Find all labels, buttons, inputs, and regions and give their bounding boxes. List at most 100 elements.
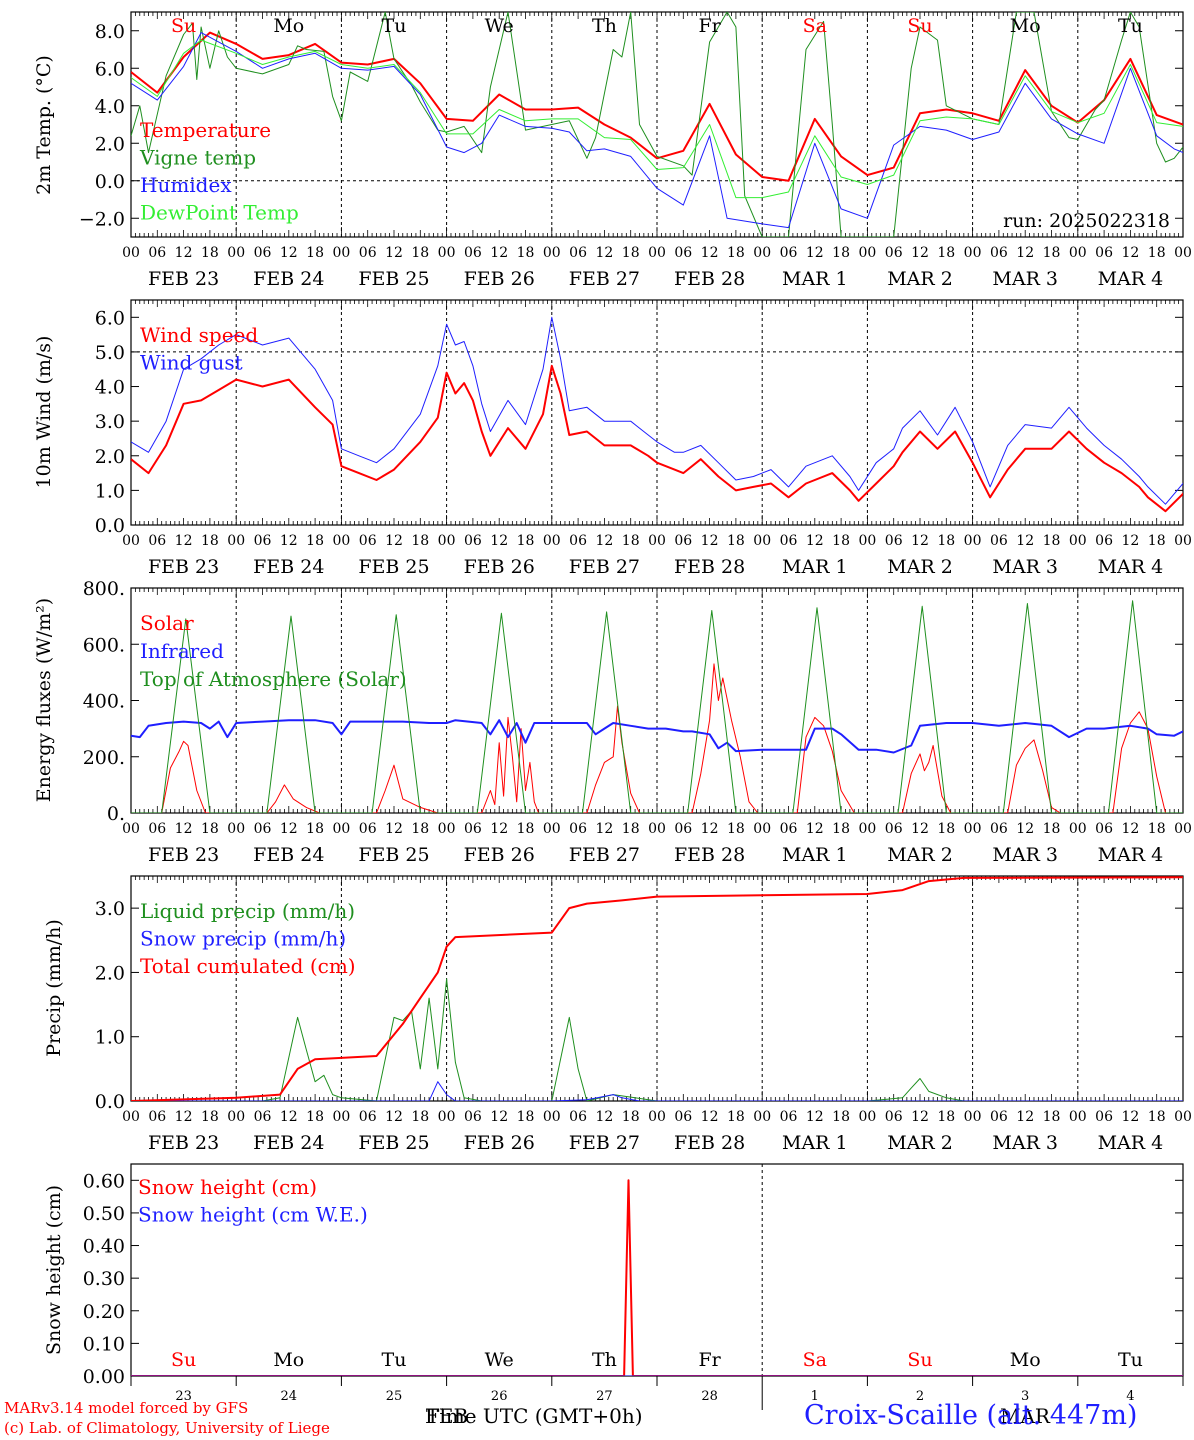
hour-tick-label: 12 [280,245,298,261]
legend-entry: DewPoint Temp [140,201,299,225]
hour-tick-label: 18 [411,533,429,549]
hour-tick-label: 06 [359,245,377,261]
hour-tick-label: 06 [464,1109,482,1125]
y-tick-label: 0.0 [95,515,125,537]
y-tick-label: 4.0 [95,377,125,399]
y-tick-label: 0.0 [95,1091,125,1113]
hour-tick-label: 12 [280,821,298,837]
hour-tick-label: 18 [517,1109,535,1125]
hour-tick-label: 12 [1121,821,1139,837]
legend-entry: Infrared [140,639,224,663]
hour-tick-label: 00 [122,245,140,261]
date-label: FEB 25 [358,844,429,866]
hour-tick-label: 00 [543,245,561,261]
hour-tick-label: 06 [780,1109,798,1125]
hour-tick-label: 06 [254,245,272,261]
series-line-infrared [131,719,1183,754]
day-number-label: 3 [1021,1389,1029,1404]
hour-tick-label: 00 [964,245,982,261]
series-line-dewpoint-temp [131,39,1183,199]
hour-tick-label: 18 [201,245,219,261]
hour-tick-label: 06 [674,533,692,549]
hour-tick-label: 00 [122,1109,140,1125]
hour-tick-label: 00 [964,821,982,837]
hour-tick-label: 00 [753,245,771,261]
legend-entry: Temperature [140,118,271,142]
hour-tick-label: 00 [753,821,771,837]
series-line-total-cumulated-cm- [131,876,1183,1101]
hour-tick-label: 18 [622,533,640,549]
hour-tick-label: 00 [543,533,561,549]
hour-tick-label: 00 [332,821,350,837]
hour-tick-label: 12 [911,245,929,261]
weekday-label: Sa [803,1349,827,1371]
y-tick-label: 0. [107,803,125,825]
date-label: FEB 24 [253,1132,324,1154]
snow-panel: 0.60 0.50 0.40 0.30 0.20 0.10 0.00 Snow height … [43,1163,1184,1410]
hour-tick-label: 06 [148,533,166,549]
series-line-solar [131,663,1183,813]
y-tick-label: 200. [83,747,125,769]
hour-tick-label: 18 [622,1109,640,1125]
date-label: FEB 23 [148,844,219,866]
hour-tick-label: 06 [359,1109,377,1125]
hour-tick-label: 06 [148,821,166,837]
hour-tick-label: 06 [990,821,1008,837]
hour-tick-label: 12 [490,821,508,837]
hour-tick-label: 12 [806,533,824,549]
hour-tick-label: 12 [806,1109,824,1125]
date-label: FEB 23 [148,1132,219,1154]
y-tick-label: −2.0 [79,208,125,230]
date-label: MAR 1 [782,268,848,290]
hour-tick-label: 18 [832,533,850,549]
y-tick-label: 600. [83,634,125,656]
hour-tick-label: 06 [885,1109,903,1125]
hour-tick-label: 06 [148,245,166,261]
date-label: FEB 23 [148,556,219,578]
hour-tick-label: 00 [122,821,140,837]
wind-panel: 00 06 12 18 00 06 12 18 00 06 12 18 00 06 12 18 00 06 12 18… [33,299,1192,578]
date-label: FEB 23 [148,268,219,290]
hour-tick-label: 12 [1016,533,1034,549]
date-label: MAR 4 [1098,556,1164,578]
date-label: MAR 1 [782,1132,848,1154]
date-label: FEB 27 [569,556,640,578]
hour-tick-label: 00 [227,821,245,837]
hour-tick-label: 06 [674,1109,692,1125]
hour-tick-label: 12 [1121,245,1139,261]
weekday-label: We [485,15,514,37]
lab-credit-line: (c) Lab. of Climatology, University of L… [4,1419,330,1437]
hour-tick-label: 18 [1043,1109,1061,1125]
series-line-snow-precip-mm-h- [131,1081,1183,1101]
hour-tick-label: 18 [832,245,850,261]
hour-tick-label: 18 [727,533,745,549]
date-label: FEB 26 [464,556,535,578]
y-tick-label: 3.0 [95,898,125,920]
hour-tick-label: 06 [569,245,587,261]
hour-tick-label: 12 [280,533,298,549]
hour-tick-label: 12 [911,1109,929,1125]
date-label: FEB 26 [464,1132,535,1154]
date-label: FEB 28 [674,844,745,866]
weekday-label: Tu [382,1349,407,1371]
hour-tick-label: 06 [780,245,798,261]
y-tick-label: 2.0 [95,446,125,468]
weekday-label: Su [171,1349,196,1371]
run-label: run: 2025022318 [1003,210,1170,232]
station-label: Croix-Scaille (alt. 447m) [804,1400,1138,1431]
weekday-label: Fr [698,1349,721,1371]
hour-tick-label: 12 [1016,821,1034,837]
legend-entry: Wind speed [140,323,258,347]
weekday-label: Su [907,1349,932,1371]
date-label: FEB 24 [253,556,324,578]
hour-tick-label: 00 [858,245,876,261]
date-label: MAR 3 [992,556,1058,578]
y-tick-label: 0.60 [83,1170,125,1192]
model-credit-line: MARv3.14 model forced by GFS [4,1399,249,1417]
hour-tick-label: 00 [648,1109,666,1125]
hour-tick-label: 00 [1174,1109,1192,1125]
hour-tick-label: 06 [464,245,482,261]
y-tick-label: 0.0 [95,171,125,193]
hour-tick-label: 18 [411,245,429,261]
